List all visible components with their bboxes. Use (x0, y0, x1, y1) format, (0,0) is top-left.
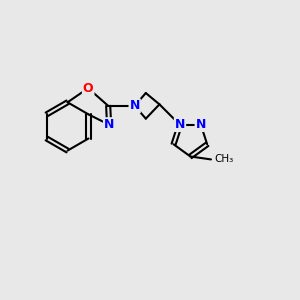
Text: N: N (196, 118, 206, 131)
Text: O: O (83, 82, 94, 95)
Text: CH₃: CH₃ (214, 154, 234, 164)
Text: N: N (104, 118, 114, 131)
Text: N: N (130, 99, 140, 112)
Text: N: N (175, 118, 185, 131)
